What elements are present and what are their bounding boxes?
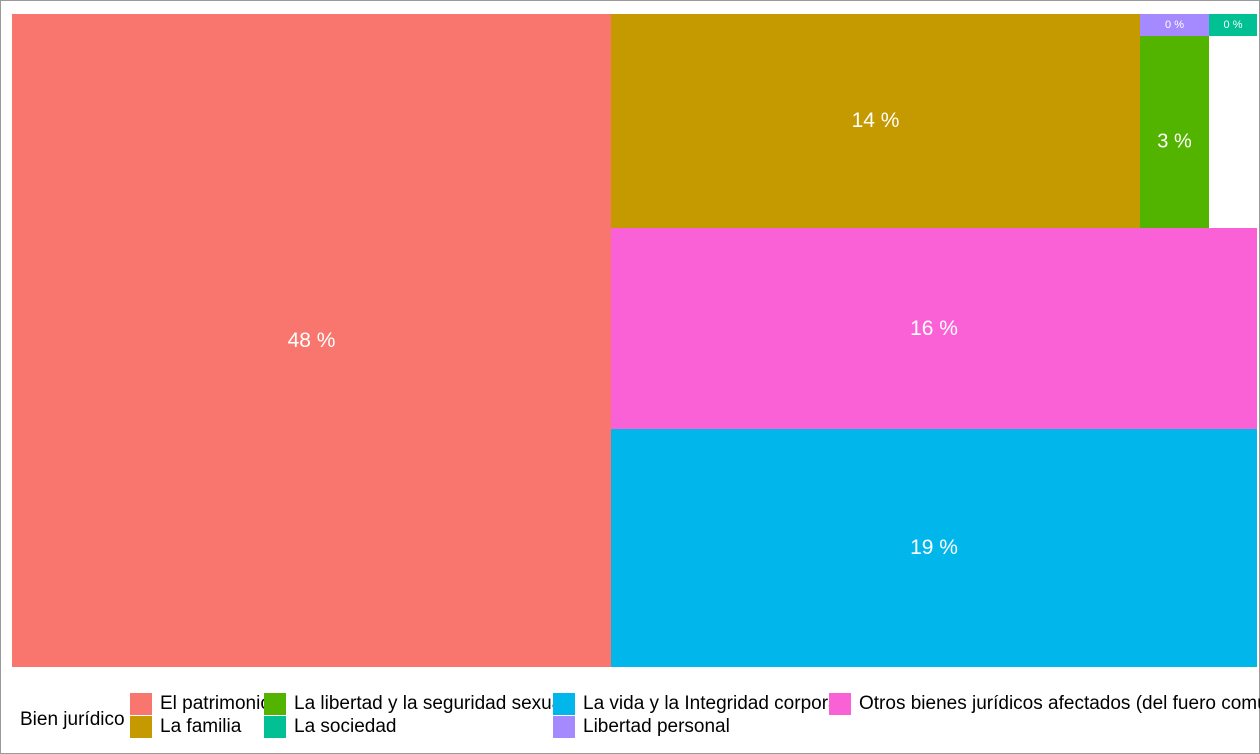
legend-item-otros-bienes: Otros bienes jurídicos afectados (del fu…: [829, 693, 1260, 715]
legend-swatch-el-patrimonio: [130, 693, 152, 715]
legend-item-la-vida-integridad: La vida y la Integridad corporal: [553, 693, 843, 715]
legend-swatch-la-familia: [130, 716, 152, 738]
tile-label-libertad-personal: 0 %: [1165, 19, 1184, 31]
legend-label-la-vida-integridad: La vida y la Integridad corporal: [583, 693, 843, 714]
tile-label-el-patrimonio: 48 %: [287, 328, 336, 352]
legend-label-otros-bienes: Otros bienes jurídicos afectados (del fu…: [859, 693, 1260, 714]
treemap-plot: 48 % 19 % 16 % 14 % 3 % 0 % 0 %: [12, 14, 1257, 667]
tile-libertad-personal: 0 %: [1140, 14, 1209, 36]
tile-la-sociedad: 0 %: [1209, 14, 1257, 36]
legend-item-libertad-seguridad-sexual: La libertad y la seguridad sexual: [264, 693, 567, 715]
legend-item-el-patrimonio: El patrimonio: [130, 693, 271, 715]
tile-label-la-vida-integridad: 19 %: [910, 536, 958, 559]
tile-otros-bienes: 16 %: [611, 228, 1257, 429]
tile-la-vida-integridad: 19 %: [611, 429, 1257, 667]
legend-item-la-sociedad: La sociedad: [264, 716, 396, 738]
legend-swatch-otros-bienes: [829, 693, 851, 715]
legend-label-la-familia: La familia: [160, 716, 242, 737]
tile-label-libertad-seguridad-sexual: 3 %: [1157, 130, 1192, 153]
tile-la-familia: 14 %: [611, 14, 1140, 228]
legend-swatch-libertad-personal: [553, 716, 575, 738]
legend-item-libertad-personal: Libertad personal: [553, 716, 730, 738]
legend-swatch-la-vida-integridad: [553, 693, 575, 715]
legend-item-la-familia: La familia: [130, 716, 241, 738]
tile-el-patrimonio: 48 %: [12, 14, 611, 667]
legend-label-la-sociedad: La sociedad: [294, 716, 397, 737]
tile-label-la-familia: 14 %: [851, 109, 900, 132]
tile-label-otros-bienes: 16 %: [910, 316, 958, 340]
legend-label-el-patrimonio: El patrimonio: [160, 693, 271, 714]
legend-label-libertad-personal: Libertad personal: [583, 716, 730, 737]
legend-swatch-libertad-seguridad-sexual: [264, 693, 286, 715]
tile-libertad-seguridad-sexual: 3 %: [1140, 36, 1209, 228]
legend-label-libertad-seguridad-sexual: La libertad y la seguridad sexual: [294, 693, 567, 714]
legend-title: Bien jurídico: [20, 709, 125, 730]
legend-swatch-la-sociedad: [264, 716, 286, 738]
tile-label-la-sociedad: 0 %: [1223, 19, 1243, 31]
